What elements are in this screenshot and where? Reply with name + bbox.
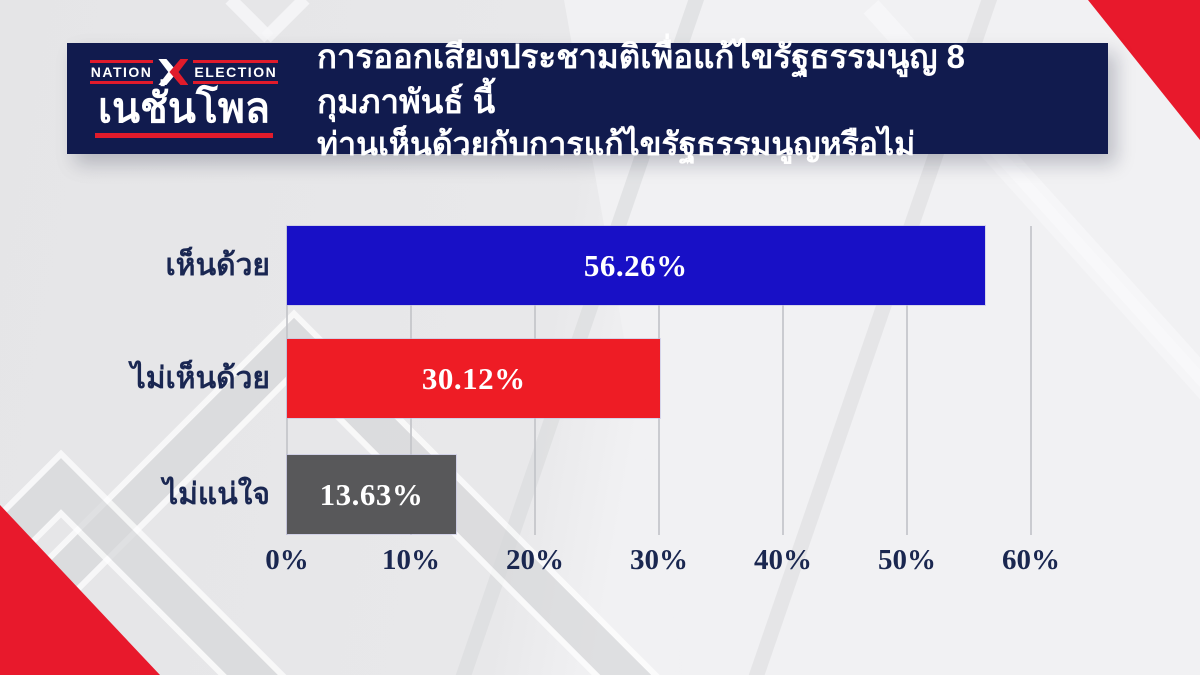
- x-tick-label: 10%: [382, 544, 440, 576]
- category-label: ไม่เห็นด้วย: [130, 362, 270, 395]
- poll-title-line2: ท่านเห็นด้วยกับการแก้ไขรัฐธรรมนูญหรือไม่: [317, 125, 916, 162]
- header-banner: NATION ELECTION เนชั่นโพล การออกเสียงประ…: [67, 38, 1108, 162]
- brand-nation-label: NATION: [89, 59, 154, 85]
- x-tick-label: 60%: [1002, 544, 1060, 576]
- chevron-decoration: [261, 0, 310, 43]
- gridline: [906, 226, 908, 535]
- brand-row: NATION ELECTION: [89, 58, 279, 85]
- category-label: เห็นด้วย: [165, 249, 270, 282]
- bar-row: ไม่แน่ใจ 13.63%: [0, 455, 1200, 534]
- x-axis: 0% 10% 20% 30% 40% 50% 60%: [265, 544, 1060, 584]
- category-label: ไม่แน่ใจ: [163, 478, 270, 511]
- bar-value-label: 13.63%: [319, 476, 424, 512]
- poll-bar-chart: เห็นด้วย 56.26% ไม่เห็นด้วย 30.12% ไม่แน…: [0, 226, 1200, 606]
- bar-unsure: 13.63%: [287, 455, 456, 534]
- poll-brand-name: เนชั่นโพล: [97, 84, 271, 131]
- bar-agree: 56.26%: [287, 226, 985, 305]
- nation-x-logo-icon: [158, 58, 189, 85]
- poll-brand-underline: [95, 133, 273, 139]
- nation-election-logo: NATION ELECTION เนชั่นโพล: [85, 58, 283, 139]
- x-tick-label: 50%: [878, 544, 936, 576]
- x-tick-label: 0%: [265, 544, 309, 576]
- x-tick-label: 30%: [630, 544, 688, 576]
- bar-row: ไม่เห็นด้วย 30.12%: [0, 339, 1200, 418]
- gridline: [1030, 226, 1032, 535]
- gridline: [782, 226, 784, 535]
- bar-value-label: 30.12%: [421, 360, 526, 396]
- x-tick-label: 40%: [754, 544, 812, 576]
- bar-disagree: 30.12%: [287, 339, 661, 418]
- brand-election-label: ELECTION: [193, 59, 279, 85]
- x-chevron-red: [169, 58, 189, 85]
- x-tick-label: 20%: [506, 544, 564, 576]
- poll-title-line1: การออกเสียงประชามติเพื่อแก้ไขรัฐธรรมนูญ …: [317, 37, 965, 121]
- poll-question: การออกเสียงประชามติเพื่อแก้ไขรัฐธรรมนูญ …: [317, 34, 1108, 163]
- bar-value-label: 56.26%: [583, 247, 688, 283]
- bar-row: เห็นด้วย 56.26%: [0, 226, 1200, 305]
